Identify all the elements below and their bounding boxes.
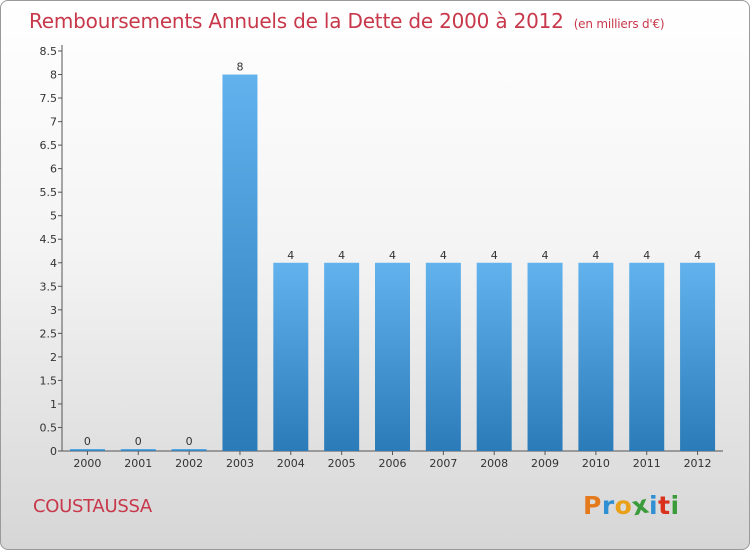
x-tick-label: 2008	[480, 457, 508, 470]
bar-2012	[680, 262, 716, 451]
x-tick-label: 2001	[124, 457, 152, 470]
y-tick-label: 2	[50, 351, 57, 364]
bar-2000	[69, 449, 105, 451]
data-label: 4	[440, 249, 447, 262]
y-tick-label: 0.5	[40, 421, 58, 434]
x-tick-label: 2003	[226, 457, 254, 470]
bar-2008	[476, 262, 512, 451]
bar-2009	[527, 262, 563, 451]
y-tick-label: 5	[50, 210, 57, 223]
y-tick-label: 8	[50, 69, 57, 82]
bar-2003	[222, 74, 258, 451]
proxiti-logo[interactable]: Proxiti	[583, 490, 680, 522]
data-label: 4	[491, 249, 498, 262]
data-label: 4	[542, 249, 549, 262]
y-tick-label: 3.5	[40, 280, 58, 293]
y-tick-label: 7.5	[40, 92, 58, 105]
y-tick-label: 1	[50, 398, 57, 411]
y-tick-label: 4	[50, 257, 57, 270]
data-label: 8	[236, 61, 243, 74]
chart-bars	[69, 74, 716, 451]
data-label: 4	[287, 249, 294, 262]
data-label: 0	[84, 435, 91, 448]
data-label: 0	[135, 435, 142, 448]
logo-letter: t	[658, 491, 671, 520]
y-tick-label: 3	[50, 304, 57, 317]
x-tick-label: 2011	[633, 457, 661, 470]
data-label: 4	[592, 249, 599, 262]
y-tick-label: 6	[50, 163, 57, 176]
bar-2006	[375, 262, 410, 451]
y-tick-label: 8.5	[40, 45, 58, 58]
bar-2007	[425, 262, 461, 451]
bar-2005	[324, 262, 360, 451]
y-tick-label: 5.5	[40, 186, 58, 199]
bar-2001	[120, 449, 156, 451]
chart-title-text: Remboursements Annuels de la Dette de 20…	[29, 9, 564, 33]
x-tick-label: 2005	[328, 457, 356, 470]
x-tick-label: 2004	[277, 457, 305, 470]
commune-name: COUSTAUSSA	[33, 496, 152, 517]
y-tick-label: 7	[50, 116, 57, 129]
y-tick-label: 4.5	[40, 233, 58, 246]
bar-2002	[171, 449, 207, 451]
y-tick-label: 1.5	[40, 374, 58, 387]
chart-axes: 0 0.5 1 1.5 2 2.5 3 3.5 4 4.5 5 5.5 6 6.5 7 7.5 8 8.5	[40, 45, 723, 458]
bar-2011	[629, 262, 665, 451]
logo-letter: P	[583, 491, 602, 520]
logo-letter: r	[601, 491, 615, 520]
chart-labels: 2000 0 2001 0 2002 0 2003 8 2004 4 2005 4 2006 4 2007 4…	[73, 61, 711, 470]
x-tick-label: 2009	[531, 457, 559, 470]
y-tick-label: 6.5	[40, 139, 58, 152]
x-tick-label: 2000	[73, 457, 101, 470]
x-tick-label: 2002	[175, 457, 203, 470]
logo-letter: i	[670, 491, 680, 520]
x-tick-label: 2006	[379, 457, 407, 470]
logo-letter: o	[614, 491, 633, 520]
data-label: 4	[694, 249, 701, 262]
y-tick-label: 0	[50, 445, 57, 458]
chart-unit: (en milliers d'€)	[573, 17, 665, 31]
bar-2010	[578, 262, 614, 451]
data-label: 4	[338, 249, 345, 262]
y-tick-label: 2.5	[40, 327, 58, 340]
chart-title: Remboursements Annuels de la Dette de 20…	[29, 9, 665, 33]
data-label: 0	[186, 435, 193, 448]
x-tick-label: 2010	[582, 457, 610, 470]
data-label: 4	[643, 249, 650, 262]
x-tick-label: 2012	[684, 457, 712, 470]
logo-letter: i	[649, 491, 659, 520]
bar-2004	[273, 262, 309, 451]
x-tick-label: 2007	[429, 457, 457, 470]
data-label: 4	[389, 249, 396, 262]
